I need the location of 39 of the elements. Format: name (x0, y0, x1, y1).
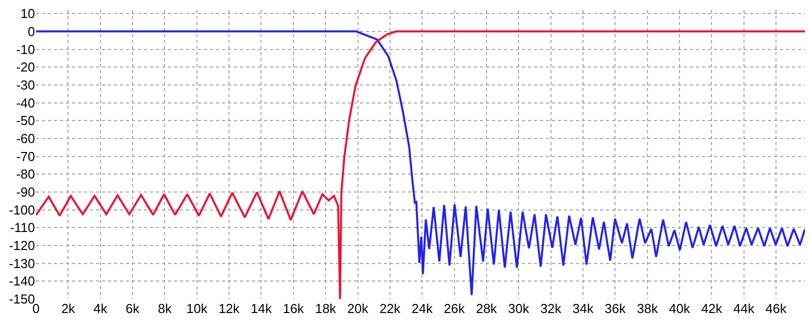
x-tick-label: 26k (444, 301, 466, 316)
y-tick-label: -120 (8, 238, 35, 254)
x-tick-label: 42k (701, 301, 723, 316)
x-tick-label: 36k (604, 301, 626, 316)
x-tick-label: 10k (186, 301, 208, 316)
y-tick-label: -110 (10, 220, 35, 236)
x-tick-label: 30k (508, 301, 530, 316)
y-tick-label: -80 (16, 166, 35, 182)
x-tick-label: 46k (766, 301, 788, 316)
x-tick-label: 14k (250, 301, 272, 316)
x-tick-label: 4k (93, 301, 108, 316)
y-tick-label: -50 (16, 113, 35, 128)
x-tick-label: 12k (218, 301, 240, 316)
x-tick-label: 32k (540, 301, 562, 316)
y-tick-label: 10 (20, 6, 35, 22)
y-tick-label: -140 (8, 274, 35, 289)
y-tick-label: -100 (8, 202, 35, 218)
x-tick-label: 20k (347, 301, 369, 316)
y-tick-label: -70 (16, 148, 35, 164)
x-tick-label: 24k (412, 301, 434, 316)
x-tick-label: 38k (636, 301, 658, 316)
x-tick-label: 34k (572, 301, 594, 316)
x-tick-label: 6k (126, 301, 140, 316)
x-tick-label: 44k (733, 301, 755, 316)
y-tick-label: -20 (16, 60, 35, 75)
y-tick-label: -60 (16, 130, 35, 146)
y-tick-label: -10 (16, 42, 35, 57)
y-tick-label: -130 (8, 256, 35, 271)
x-tick-label: 16k (282, 301, 304, 316)
x-tick-label: 2k (61, 301, 76, 316)
x-tick-label: 40k (669, 301, 690, 316)
x-tick-label: 8k (158, 301, 172, 316)
y-tick-label: -90 (16, 184, 35, 200)
y-tick-label: -40 (16, 95, 35, 110)
x-tick-label: 28k (476, 301, 498, 316)
x-tick-label: 22k (379, 301, 401, 316)
y-tick-label: -30 (16, 77, 35, 92)
y-tick-label: 0 (28, 24, 35, 39)
x-tick-label: 18k (315, 301, 337, 316)
